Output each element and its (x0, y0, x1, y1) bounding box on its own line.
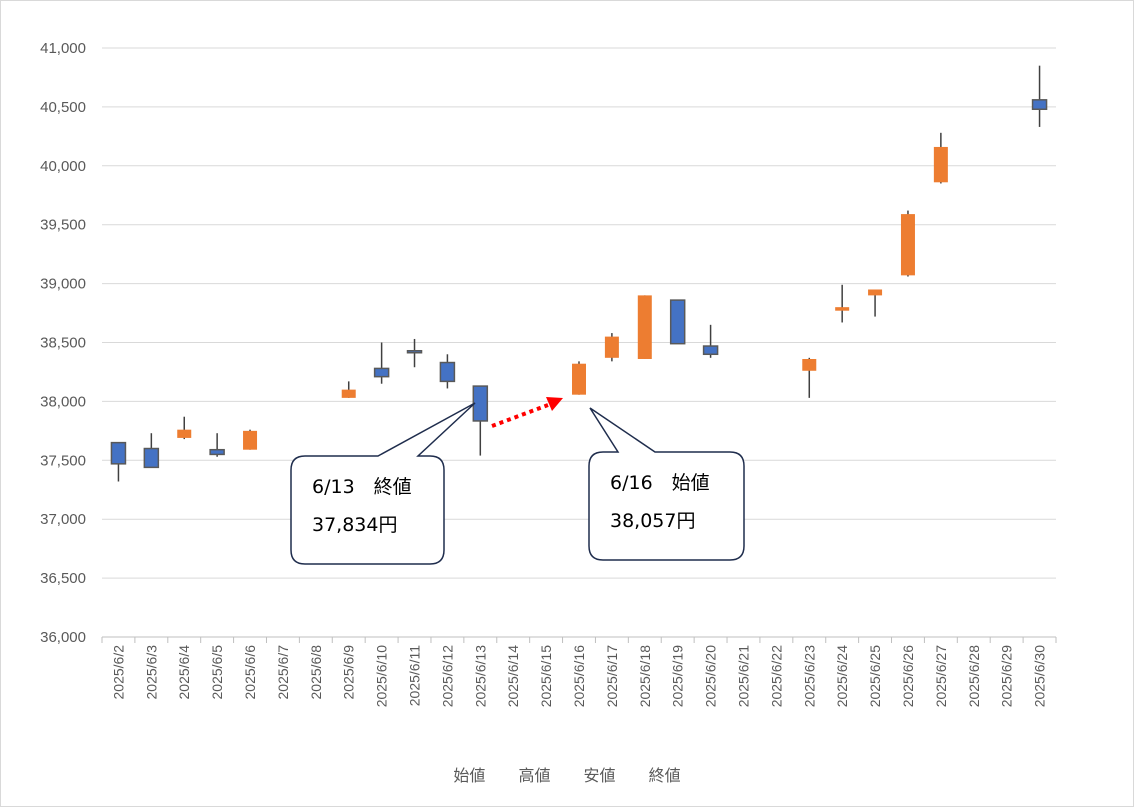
candle-down (110, 441, 127, 465)
x-tick-label: 2025/6/13 (472, 645, 488, 707)
x-tick-label: 2025/6/15 (538, 645, 554, 707)
x-tick-label: 2025/6/27 (933, 645, 949, 707)
x-tick-label: 2025/6/29 (999, 645, 1015, 707)
dotted-arrow-line (491, 403, 549, 428)
y-tick-label: 37,500 (40, 452, 86, 469)
y-tick-label: 38,500 (40, 335, 86, 352)
x-tick-label: 2025/6/18 (637, 645, 653, 707)
x-tick-label: 2025/6/2 (110, 645, 126, 700)
candle-down (209, 448, 225, 456)
candle-up (933, 146, 948, 183)
annotation-6-13-line2: 37,834円 (312, 514, 398, 536)
candle-up (835, 307, 850, 311)
candle-up (572, 363, 586, 395)
x-tick-label: 2025/6/11 (407, 645, 423, 706)
y-tick-label: 41,000 (40, 40, 86, 57)
x-tick-label: 2025/6/25 (867, 645, 883, 707)
y-tick-label: 36,000 (40, 629, 86, 646)
x-tick-label: 2025/6/23 (801, 645, 817, 707)
candle-up (604, 336, 619, 358)
x-tick-label: 2025/6/24 (834, 645, 850, 707)
x-tick-label: 2025/6/8 (308, 645, 324, 700)
x-tick-label: 2025/6/19 (670, 645, 686, 707)
callout-bubble-6-16 (588, 407, 745, 561)
y-tick-label: 39,000 (40, 276, 86, 293)
x-tick-label: 2025/6/14 (505, 645, 521, 707)
annotation-6-16: 6/16 始値 38,057円 (610, 464, 710, 540)
x-tick-label: 2025/6/5 (209, 645, 225, 700)
legend-close: 終値 (648, 766, 681, 785)
candle-down (702, 345, 719, 356)
arrow-head-icon (546, 397, 563, 411)
candle-up (900, 214, 915, 276)
x-tick-label: 2025/6/20 (703, 645, 719, 707)
legend-high: 高値 (518, 766, 551, 785)
x-tick-label: 2025/6/4 (176, 645, 192, 700)
x-tick-label: 2025/6/12 (439, 645, 455, 707)
x-tick-label: 2025/6/3 (143, 645, 159, 700)
x-tick-label: 2025/6/7 (275, 645, 291, 700)
candle-up (868, 289, 883, 296)
candle-down (406, 349, 423, 354)
candle-down (143, 447, 160, 469)
annotation-6-16-line2: 38,057円 (610, 510, 696, 532)
candle-up (637, 295, 652, 359)
x-tick-label: 2025/6/9 (341, 645, 357, 700)
annotation-6-16-line1: 6/16 始値 (610, 472, 710, 494)
candle-up (243, 430, 258, 450)
x-tick-label: 2025/6/21 (735, 645, 751, 707)
candle-down (1031, 99, 1048, 111)
y-tick-label: 39,500 (40, 217, 86, 234)
candle-down (669, 299, 686, 345)
callout-bubble-6-13 (290, 402, 476, 565)
y-tick-label: 36,500 (40, 570, 86, 587)
x-tick-label: 2025/6/16 (571, 645, 587, 707)
candle-up (177, 429, 192, 438)
y-tick-label: 40,500 (40, 99, 86, 116)
candle-up (341, 389, 356, 398)
y-tick-label: 38,000 (40, 393, 86, 410)
candle-down (439, 361, 456, 383)
legend-low: 安値 (583, 766, 616, 785)
x-tick-label: 2025/6/10 (374, 645, 390, 707)
legend-open: 始値 (453, 766, 486, 785)
candle-up (802, 358, 817, 371)
x-tick-label: 2025/6/26 (900, 645, 916, 707)
x-tick-label: 2025/6/17 (604, 645, 620, 707)
x-tick-label: 2025/6/28 (966, 645, 982, 707)
annotation-6-13: 6/13 終値 37,834円 (312, 468, 412, 544)
legend: 始値 高値 安値 終値 (0, 762, 1134, 786)
y-tick-label: 37,000 (40, 511, 86, 528)
annotation-6-13-line1: 6/13 終値 (312, 476, 412, 498)
candle-down (373, 367, 390, 378)
x-tick-label: 2025/6/22 (768, 645, 784, 707)
y-tick-label: 40,000 (40, 158, 86, 175)
x-tick-label: 2025/6/6 (242, 645, 258, 700)
x-tick-label: 2025/6/30 (1032, 645, 1048, 707)
